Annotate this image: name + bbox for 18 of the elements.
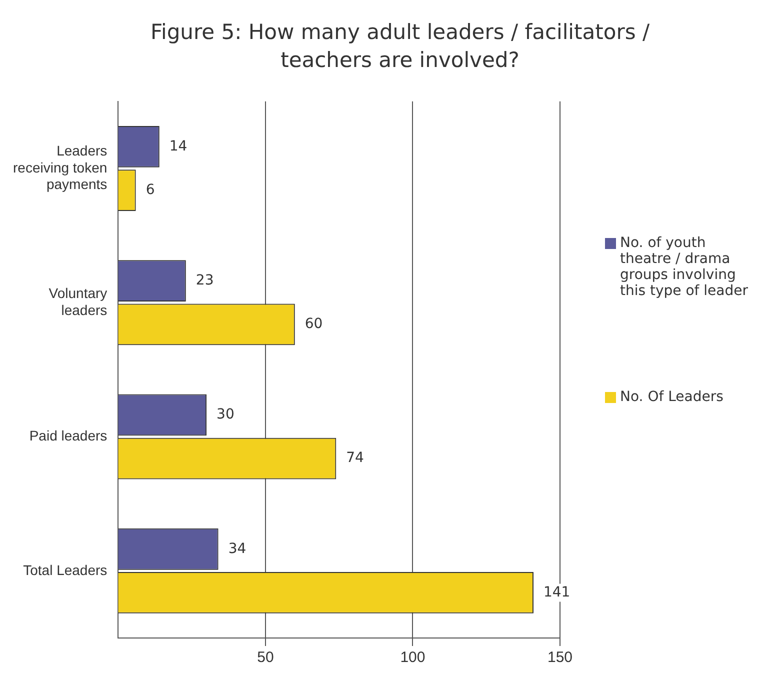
data-label: 23 [196, 272, 214, 288]
y-tick-label: Total Leaders [23, 562, 108, 578]
data-label: 141 [543, 584, 570, 600]
y-tick-label: Leaders receiving token payments [12, 142, 108, 192]
data-label: 30 [216, 406, 234, 423]
x-tick-label: 100 [400, 649, 426, 666]
data-label: 6 [146, 182, 155, 198]
legend-label: No. Of Leaders [620, 389, 724, 405]
data-label: 74 [346, 450, 364, 466]
legend-label: No. of youth theatre / drama groups involving this type of leader [620, 235, 750, 299]
x-tick-label: 150 [547, 649, 573, 666]
data-label: 34 [228, 540, 246, 557]
chart-title: Figure 5: How many adult leaders / facilitators / teachers are involved? [149, 19, 651, 74]
x-tick-label: 50 [257, 649, 274, 666]
data-label: 60 [304, 316, 323, 332]
y-tick-label: Paid leaders [29, 428, 108, 444]
y-tick-label: Voluntary leaders [48, 285, 108, 318]
data-label: 14 [169, 138, 188, 154]
